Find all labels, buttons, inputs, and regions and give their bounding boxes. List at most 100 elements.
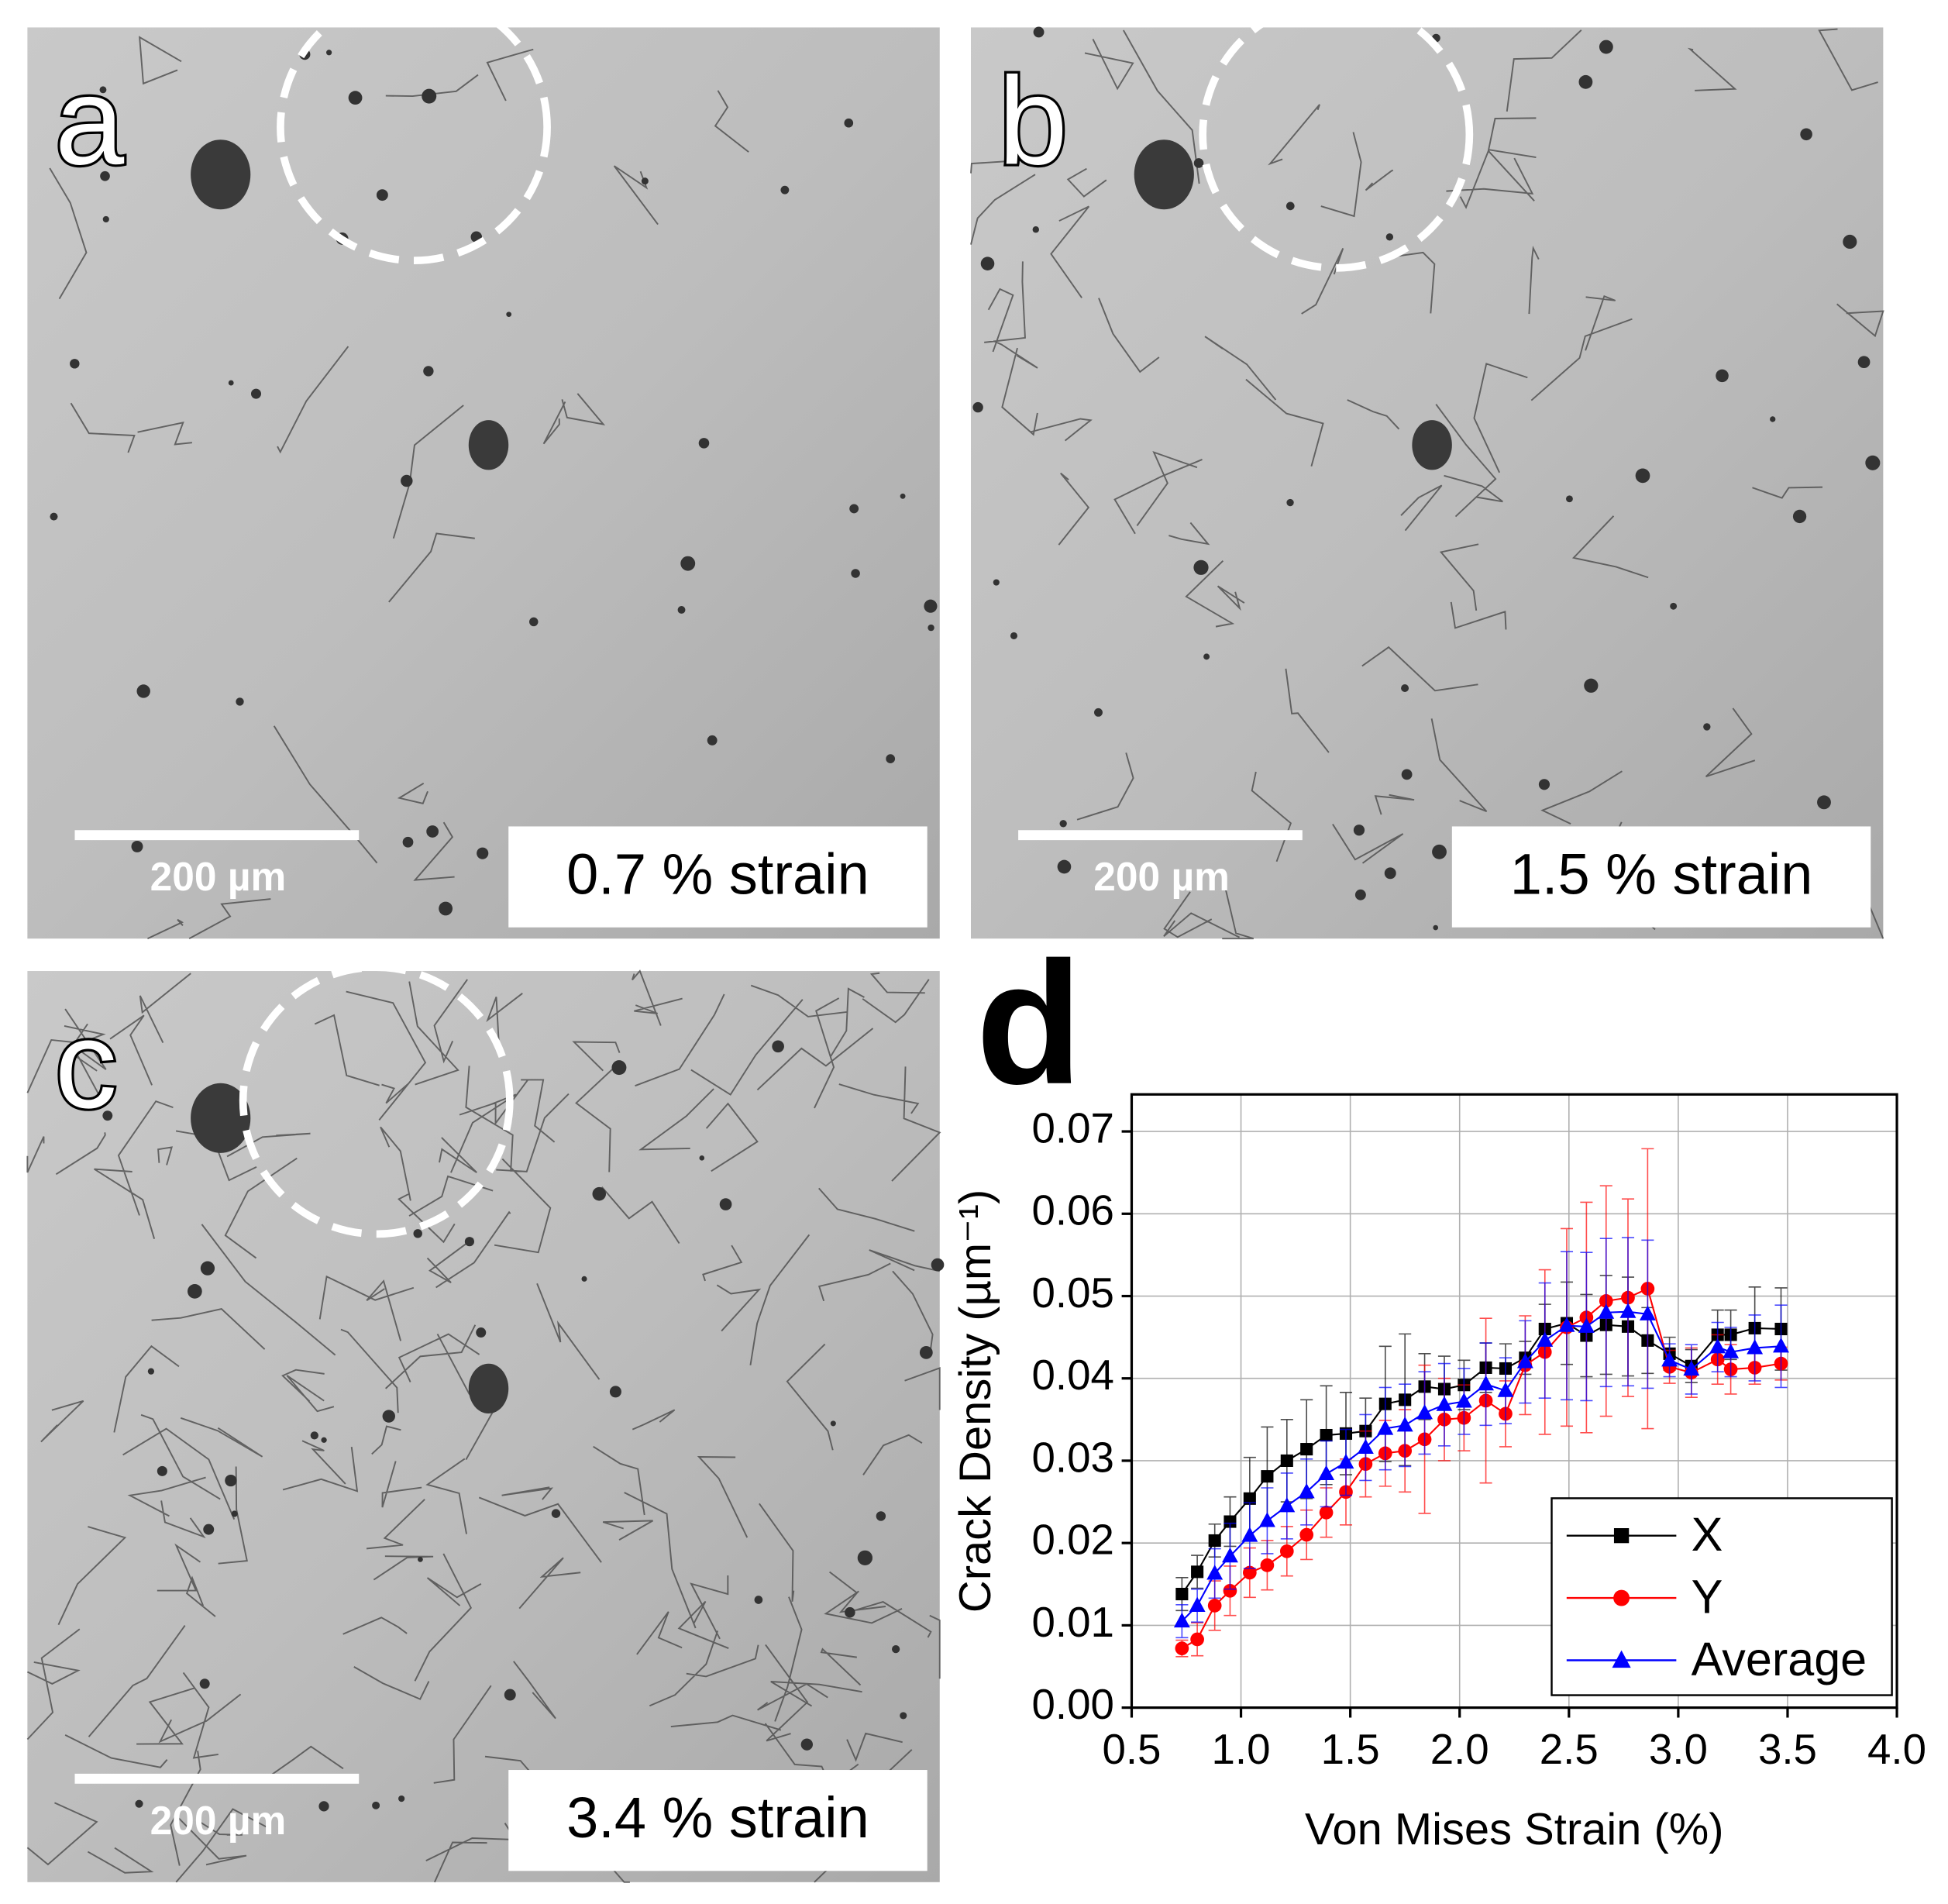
defect [845,1606,855,1618]
defect [1566,495,1573,503]
y-tick-label: 0.05 [1032,1269,1114,1317]
defect [1857,356,1871,369]
defect [70,359,80,369]
defect [919,1345,933,1359]
x-tick-label: 3.5 [1758,1725,1817,1773]
defect [1203,653,1210,660]
y-tick-label: 0.07 [1032,1104,1114,1152]
x-tick-label: 1.0 [1212,1725,1271,1773]
defect [398,1795,405,1802]
micrograph-image [27,971,940,1882]
defect [100,170,110,181]
marker [1319,1506,1334,1520]
plot-frame [1130,1093,1898,1709]
marker [1279,1544,1294,1558]
x-tick-label: 3.0 [1649,1725,1708,1773]
y-tick-label: 0.06 [1032,1186,1114,1234]
defect [426,825,439,838]
defect [199,1678,210,1689]
defect [1584,678,1599,693]
defect [99,86,107,94]
defect [876,1511,886,1521]
defect [772,1040,784,1053]
defect [1032,226,1039,233]
defect [102,215,109,223]
marker [1208,1534,1221,1548]
x-axis-title: Von Mises Strain (%) [1305,1805,1724,1854]
marker [1175,1587,1189,1601]
defect [422,88,437,104]
y-tick-label: 0.01 [1032,1598,1114,1646]
marker [1173,1612,1190,1628]
marker [1241,1527,1258,1542]
scale-bar-label: 200 µm [1093,854,1230,899]
defect [318,1801,329,1812]
micrograph: a 200 µm 0.7 % strain [27,0,940,940]
legend-label: Y [1692,1570,1723,1623]
marker [1773,1338,1789,1353]
defect [228,380,234,386]
marker [1206,1565,1224,1580]
defect [830,1420,836,1427]
defect [1865,455,1881,470]
defect [844,118,854,128]
defect [321,1437,327,1443]
defect [348,91,363,105]
defect [1599,40,1613,54]
strain-label-box [508,826,928,928]
defect [581,1276,587,1282]
defect [698,438,710,449]
marker [1619,1303,1637,1318]
defect [1433,924,1439,931]
defect [1703,723,1711,731]
defect [102,1110,113,1121]
defect [236,697,244,706]
strain-label-box [1451,826,1871,928]
marker [1377,1420,1394,1435]
y-tick-label: 0.04 [1032,1351,1114,1399]
defect [504,1689,516,1701]
marker [1320,1428,1333,1442]
x-tick-label: 4.0 [1867,1725,1926,1773]
defect [310,1431,318,1440]
defect [1716,369,1729,383]
legend-marker [1613,1528,1630,1544]
defect [402,836,414,848]
micrograph: b 200 µm 1.5 % strain [970,0,1884,940]
marker [1436,1396,1453,1411]
marker [1455,1393,1472,1408]
defect [1385,233,1394,241]
defect [857,1550,873,1565]
defect [1792,509,1807,524]
y-tick-label: 0.02 [1032,1516,1114,1564]
marker [1261,1470,1274,1483]
defect [476,1327,487,1338]
legend-label: X [1692,1508,1723,1561]
defect [1354,889,1366,900]
defect [418,1556,423,1562]
cell-blob [468,420,509,470]
defect [1432,844,1447,859]
cell-blob [191,139,251,210]
marker [1416,1404,1433,1420]
micrograph-image [27,27,940,939]
defect [892,1644,900,1654]
defect [477,847,489,859]
marker [1683,1360,1700,1376]
defect [1635,468,1650,484]
scale-bar-label: 200 µm [150,854,287,899]
micrograph-image [970,27,1884,939]
defect [928,624,934,632]
defect [1401,684,1409,692]
micrograph: c 200 µm 3.4 % strain [26,963,945,1883]
marker [1318,1465,1335,1480]
defect [1010,632,1018,640]
defect [136,684,150,698]
series [1173,1237,1789,1639]
defect [1193,559,1209,575]
defect [886,754,896,764]
defect [924,599,938,613]
x-tick-label: 0.5 [1102,1725,1161,1773]
defect [225,1474,237,1487]
